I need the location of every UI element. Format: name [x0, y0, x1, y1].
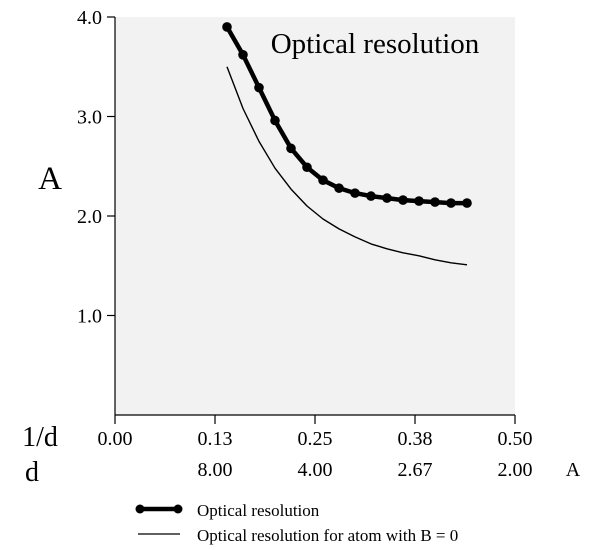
legend-item-thick: Optical resolution [135, 501, 320, 520]
data-point [430, 197, 440, 207]
y-tick-label: 1.0 [77, 306, 102, 328]
series-line-atom-b0 [226, 66, 468, 266]
x-tick-label-top: 0.38 [398, 428, 433, 450]
chart-title: Optical resolution [271, 28, 480, 60]
data-point [334, 183, 344, 193]
x-tick-label-bottom: 4.00 [298, 459, 333, 481]
series-line-optical-resolution [225, 25, 467, 206]
data-point [462, 198, 472, 208]
x-tick-label-bottom: 2.00 [498, 459, 533, 481]
x-axis-bottom-unit: A [566, 459, 581, 481]
data-point [398, 195, 408, 205]
legend-item-thin: Optical resolution for atom with B = 0 [138, 526, 458, 545]
plot-area [115, 17, 515, 415]
y-tick-label: 2.0 [77, 206, 102, 228]
x-tick-label-top: 0.25 [298, 428, 333, 450]
data-point [254, 82, 264, 93]
x-tick-label-bottom: 8.00 [198, 459, 233, 481]
legend-label: Optical resolution [197, 501, 320, 520]
data-point [238, 50, 248, 60]
data-point [222, 22, 232, 32]
data-point [286, 143, 296, 154]
x-tick-label-top: 0.00 [98, 428, 133, 450]
x-axis-bottom-label: d [25, 457, 39, 488]
data-point [366, 191, 376, 201]
y-axis-label: A [38, 161, 62, 197]
data-point [414, 196, 424, 206]
y-tick-label: 3.0 [77, 107, 102, 129]
legend-label: Optical resolution for atom with B = 0 [197, 526, 458, 545]
legend-marker [173, 504, 183, 514]
data-point [302, 162, 312, 173]
data-point [382, 193, 392, 203]
data-point [318, 175, 328, 185]
legend-marker [135, 504, 145, 514]
data-point [350, 188, 360, 198]
x-tick-label-bottom: 2.67 [398, 459, 433, 481]
data-point [270, 115, 280, 126]
legend: Optical resolution Optical resolution fo… [135, 501, 458, 545]
x-tick-label-top: 0.50 [498, 428, 533, 450]
x-tick-label-top: 0.13 [198, 428, 233, 450]
x-axis-top-label: 1/d [22, 422, 58, 453]
y-tick-label: 4.0 [77, 7, 102, 29]
data-point [446, 198, 456, 208]
